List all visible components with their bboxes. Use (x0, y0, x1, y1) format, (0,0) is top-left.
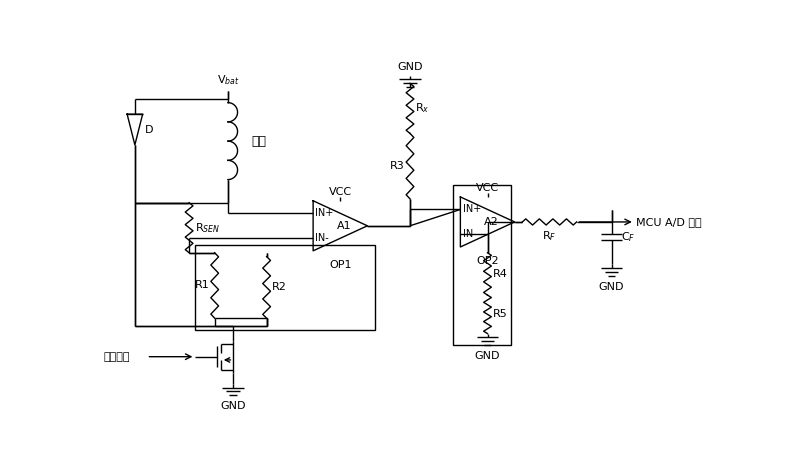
Text: GND: GND (598, 282, 624, 292)
Text: R4: R4 (493, 269, 508, 279)
Text: R1: R1 (194, 281, 210, 290)
Text: V$_{bat}$: V$_{bat}$ (217, 73, 239, 87)
Text: R$_F$: R$_F$ (542, 230, 557, 243)
Text: OP2: OP2 (476, 256, 499, 266)
Text: D: D (145, 125, 154, 134)
Text: R3: R3 (390, 161, 405, 171)
Text: OP1: OP1 (329, 260, 351, 270)
Text: GND: GND (398, 62, 422, 72)
Text: R5: R5 (493, 309, 508, 319)
Bar (453, 185, 510, 345)
Text: R2: R2 (272, 282, 287, 292)
Text: MCU A/D 端口: MCU A/D 端口 (636, 217, 702, 227)
Text: IN-: IN- (462, 229, 477, 239)
Text: A2: A2 (484, 217, 498, 227)
Bar (195, 245, 375, 330)
Text: R$_x$: R$_x$ (415, 102, 430, 115)
Text: C$_F$: C$_F$ (621, 230, 635, 244)
Text: IN+: IN+ (315, 208, 334, 218)
Text: 控制信号: 控制信号 (104, 352, 130, 362)
Text: GND: GND (474, 351, 500, 361)
Text: 负载: 负载 (251, 134, 266, 148)
Text: R$_{SEN}$: R$_{SEN}$ (194, 221, 220, 235)
Text: A1: A1 (337, 221, 351, 231)
Text: VCC: VCC (476, 183, 499, 193)
Text: IN-: IN- (315, 233, 330, 243)
Text: GND: GND (221, 401, 246, 411)
Text: IN+: IN+ (462, 204, 481, 214)
Text: VCC: VCC (329, 187, 352, 197)
